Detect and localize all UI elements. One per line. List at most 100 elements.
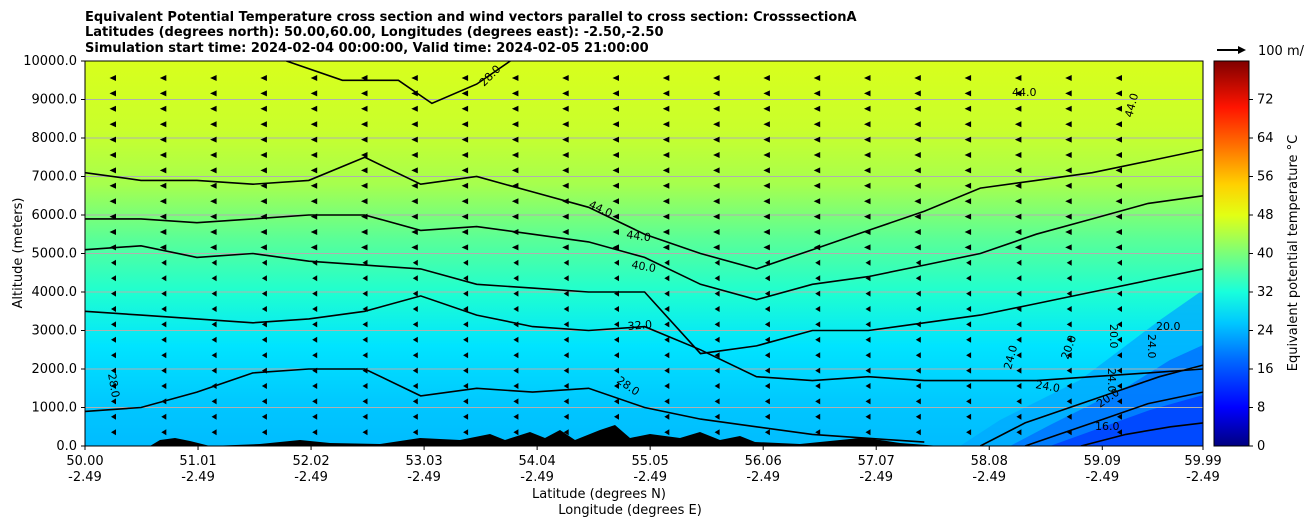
- wind-vector: [312, 321, 318, 328]
- wind-vector: [664, 367, 670, 374]
- wind-vector: [109, 121, 116, 128]
- wind-vector: [159, 105, 167, 112]
- y-tick-label: 0.0: [56, 439, 77, 454]
- wind-vector: [361, 182, 368, 189]
- wind-vector: [664, 290, 670, 297]
- contour-line-36: [85, 244, 1203, 355]
- wind-vector: [511, 198, 519, 205]
- wind-vector: [463, 259, 469, 266]
- wind-vector: [261, 429, 267, 436]
- wind-vector: [864, 167, 871, 174]
- wind-vector: [211, 275, 217, 282]
- wind-vector: [260, 167, 267, 174]
- wind-vector: [813, 105, 821, 112]
- wind-vector: [763, 229, 770, 235]
- wind-vector: [562, 229, 569, 235]
- wind-vector: [563, 429, 569, 436]
- wind-vector: [1014, 244, 1022, 251]
- y-tick-label: 1000.0: [32, 401, 78, 416]
- wind-vector: [310, 90, 318, 97]
- wind-vector: [511, 105, 519, 112]
- wind-vector: [1065, 90, 1072, 97]
- wind-vector: [161, 321, 167, 328]
- wind-vector: [260, 136, 267, 143]
- wind-vector: [664, 259, 670, 266]
- wind-vector: [210, 167, 217, 174]
- wind-vector: [1016, 383, 1022, 389]
- wind-vector: [1016, 398, 1022, 405]
- wind-vector: [513, 290, 519, 297]
- wind-vector: [210, 229, 217, 235]
- wind-vector: [614, 352, 619, 359]
- y-tick-label: 2000.0: [32, 362, 78, 377]
- wind-vector: [714, 290, 720, 297]
- colorbar-tick-label: 56: [1257, 170, 1274, 185]
- wind-vector: [764, 383, 770, 389]
- wind-vector: [1117, 383, 1122, 389]
- wind-vector: [361, 152, 368, 158]
- wind-vector: [261, 352, 267, 359]
- colorbar-tick-label: 72: [1257, 93, 1274, 108]
- wind-vector: [966, 398, 972, 405]
- wind-vector: [1016, 275, 1022, 282]
- wind-vector: [1066, 259, 1072, 266]
- wind-vector: [763, 105, 770, 112]
- wind-vector: [1115, 90, 1122, 97]
- wind-vector: [1115, 182, 1122, 189]
- wind-vector: [964, 105, 972, 112]
- colorbar-tick-label: 48: [1257, 208, 1274, 223]
- wind-vector: [412, 383, 418, 389]
- wind-vector: [664, 429, 670, 436]
- x-axis-label-latitude: Latitude (degrees N): [532, 487, 666, 502]
- wind-vector: [864, 198, 871, 205]
- wind-vector: [915, 306, 921, 312]
- wind-vector: [361, 229, 368, 235]
- wind-vector: [310, 229, 318, 235]
- wind-vector: [109, 90, 116, 97]
- wind-vector: [865, 367, 871, 374]
- wind-vector: [461, 229, 469, 235]
- contour-label: 24.0: [1145, 334, 1158, 359]
- wind-vector: [662, 152, 670, 158]
- wind-vector: [211, 398, 217, 405]
- wind-vector: [1117, 352, 1122, 359]
- wind-vector: [664, 352, 670, 359]
- wind-vector: [763, 213, 770, 220]
- wind-vector: [714, 352, 720, 359]
- wind-vector: [562, 213, 569, 220]
- wind-vector: [612, 105, 619, 112]
- wind-vector: [312, 352, 318, 359]
- wind-vector: [513, 367, 519, 374]
- wind-vector: [210, 182, 217, 189]
- wind-vector: [1066, 290, 1072, 297]
- wind-vector: [211, 306, 217, 312]
- wind-vector: [111, 259, 116, 266]
- wind-vector: [612, 229, 619, 235]
- wind-vector: [461, 213, 469, 220]
- wind-vector: [161, 352, 167, 359]
- wind-vector: [915, 290, 921, 297]
- wind-vector: [461, 136, 469, 143]
- wind-vector: [1016, 259, 1022, 266]
- wind-vector: [1065, 136, 1072, 143]
- y-axis: 0.0 1000.0 2000.0 3000.0 4000.0 5000.0 6000.0 7…: [23, 54, 85, 454]
- wind-vector: [966, 290, 972, 297]
- wind-vector: [964, 136, 972, 143]
- x-tick-label-lat: 59.99: [1184, 454, 1221, 469]
- wind-vector: [815, 429, 821, 436]
- wind-vector: [612, 244, 619, 251]
- wind-vector: [463, 398, 469, 405]
- colorbar-label: Equivalent potential temperature °C: [1286, 135, 1301, 371]
- wind-vector: [764, 413, 770, 420]
- wind-vector: [461, 90, 469, 97]
- wind-vector: [764, 290, 770, 297]
- contour-label: 24.0: [1001, 344, 1020, 371]
- contour-line-44: [85, 148, 1203, 270]
- wind-vector: [312, 398, 318, 405]
- wind-vector: [563, 383, 569, 389]
- wind-vector: [361, 105, 368, 112]
- wind-vector: [915, 413, 921, 420]
- wind-vector: [210, 244, 217, 251]
- wind-vector: [964, 182, 972, 189]
- wind-vector: [1014, 90, 1022, 97]
